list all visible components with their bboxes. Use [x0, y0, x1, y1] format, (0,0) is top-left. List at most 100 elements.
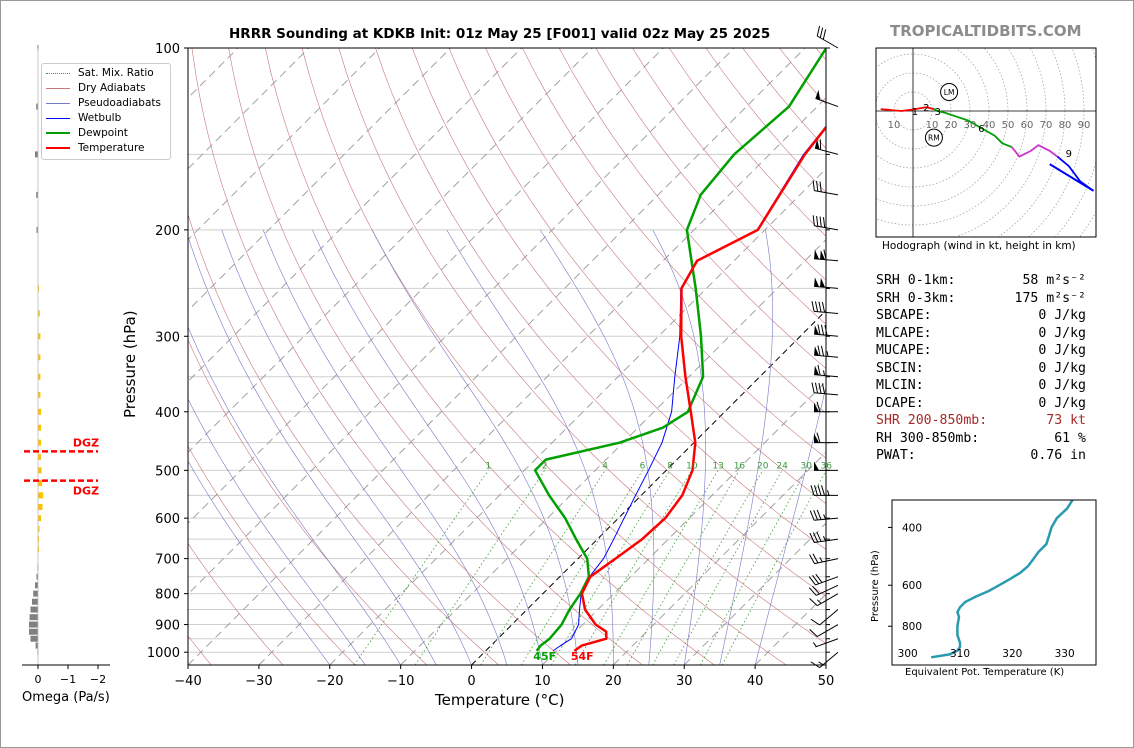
- x-tick-label: 50: [818, 674, 835, 689]
- wind-barb-flag: [814, 485, 818, 496]
- wind-barb-flag: [819, 27, 824, 38]
- isotherm: [188, 48, 735, 595]
- mixing-ratio-line: [652, 470, 764, 665]
- wind-barb: [814, 277, 839, 289]
- wind-barb: [810, 609, 839, 626]
- mixing-ratio-label: 20: [757, 461, 769, 471]
- index-row: SHR 200-850mb: 73 kt: [876, 412, 1086, 430]
- moist-adiabat: [188, 235, 437, 665]
- hodograph-marker: [924, 128, 943, 147]
- mixing-ratio-line: [414, 470, 546, 665]
- wind-barb-flag: [809, 510, 815, 521]
- wind-barb-pennant: [820, 277, 826, 288]
- omega-bar: [38, 310, 40, 317]
- index-row: SRH 0-3km: 175 m²s⁻²: [876, 290, 1086, 308]
- wind-barb: [816, 25, 839, 49]
- omega-bar: [38, 492, 44, 499]
- isotherm: [613, 451, 826, 665]
- theta-e-y-tick-label: 400: [902, 522, 922, 534]
- hodograph-height-label: 6: [978, 124, 984, 135]
- legend-label: Wetbulb: [78, 112, 122, 124]
- wind-barb-flag: [812, 575, 820, 585]
- legend-item-dry: Dry Adiabats: [46, 81, 146, 96]
- mixing-ratio-label: 1: [485, 461, 491, 471]
- omega-bar: [38, 503, 43, 510]
- wind-barb: [814, 432, 838, 444]
- wind-barb-pennant: [820, 250, 826, 260]
- y-tick-label: 400: [155, 406, 180, 421]
- wind-barb-flag: [824, 324, 828, 336]
- index-label: PWAT:: [876, 448, 916, 463]
- omega-bar: [36, 103, 38, 110]
- index-label: MLCAPE:: [876, 325, 932, 341]
- moist-adiabat: [719, 229, 773, 665]
- theta-e-x-tick-label: 300: [898, 648, 918, 660]
- hodograph-caption: Hodograph (wind in kt, height in km): [882, 240, 1076, 252]
- index-row: RH 300-850mb: 61 %: [876, 430, 1086, 448]
- x-tick-label: 20: [605, 674, 622, 689]
- wind-barb-flag: [816, 432, 821, 443]
- wind-barb-flag: [809, 629, 818, 637]
- wind-barb-flag: [816, 180, 819, 192]
- wind-barb-flag: [820, 324, 825, 336]
- omega-bar: [38, 391, 41, 398]
- wind-barb-pennant: [814, 402, 819, 412]
- wind-barb-pennant: [814, 346, 820, 356]
- theta-e-line: [931, 499, 1074, 659]
- wind-barb-half-flag: [827, 490, 830, 496]
- wind-barb-flag: [811, 301, 815, 312]
- omega-bar: [36, 226, 38, 233]
- wind-barb-flag: [816, 531, 822, 542]
- x-axis-label: Temperature (°C): [435, 691, 565, 709]
- moist-adiabat: [754, 385, 826, 665]
- omega-bar: [36, 573, 38, 580]
- hodograph-ring-label: 10: [888, 120, 901, 131]
- index-label: RH 300-850mb:: [876, 430, 980, 446]
- index-value: 0 J/kg: [1038, 325, 1086, 341]
- legend-swatch: [46, 132, 70, 134]
- mixing-ratio-label: 10: [686, 461, 698, 471]
- hodograph-height-label: 3: [935, 107, 941, 118]
- omega-bar: [38, 546, 39, 553]
- omega-bar: [38, 467, 42, 474]
- surface-temperature-label: 54F: [571, 650, 594, 663]
- y-tick-label: 900: [155, 619, 180, 634]
- theta-e-panel: 300 310 320 330 400 600 800: [888, 499, 1097, 666]
- dry-adiabat: [188, 542, 284, 665]
- wind-barb-flag: [812, 585, 820, 595]
- y-tick-label: 800: [155, 588, 180, 603]
- wind-barb-flag: [814, 382, 819, 394]
- mixing-ratio-line: [626, 470, 740, 665]
- wind-barb-half-flag: [819, 557, 823, 563]
- mixing-ratio-label: 13: [712, 461, 723, 471]
- hodograph-marker-label: RM: [928, 134, 940, 143]
- surface-dewpoint-label: 45F: [533, 650, 556, 663]
- index-label: MLCIN:: [876, 378, 924, 393]
- wind-barb-flag: [819, 216, 822, 227]
- hodograph-ring-label: 50: [1002, 120, 1015, 131]
- dry-adiabat: [595, 48, 826, 325]
- wind-barb-flag: [810, 661, 820, 669]
- wind-barb-shaft: [814, 517, 839, 521]
- hodograph-trace: [933, 108, 1013, 148]
- y-tick-label: 100: [155, 42, 180, 57]
- wind-barb: [812, 215, 839, 231]
- wind-barb-shaft: [814, 310, 839, 314]
- moist-adiabat: [312, 229, 543, 665]
- omega-bar: [38, 525, 40, 532]
- wind-barb-flag: [812, 553, 819, 564]
- x-tick-label: −20: [316, 674, 343, 689]
- mixing-ratio-line: [603, 470, 719, 665]
- dry-adiabat: [411, 48, 826, 550]
- wind-barb: [814, 324, 839, 337]
- wind-barb-shaft: [814, 374, 839, 378]
- mixing-ratio-line: [480, 470, 606, 665]
- index-label: MUCAPE:: [876, 343, 932, 358]
- isotherm: [188, 48, 522, 383]
- x-tick-label: 40: [747, 674, 764, 689]
- wind-barb: [814, 461, 838, 471]
- omega-tick-label: 0: [35, 673, 42, 686]
- mixing-ratio-line: [353, 470, 489, 665]
- wind-barb-flag: [819, 181, 822, 192]
